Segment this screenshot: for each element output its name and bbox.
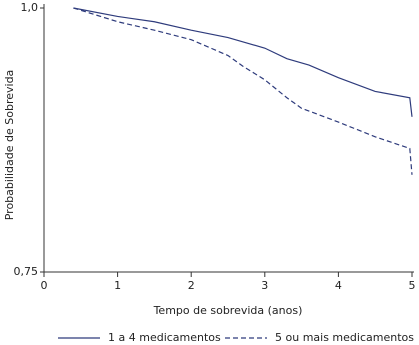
x-tick-label: 0 xyxy=(41,279,48,292)
x-tick-label: 3 xyxy=(261,279,268,292)
y-tick-label: 1,0 xyxy=(21,1,39,14)
survival-curve xyxy=(73,7,413,175)
x-axis-label: Tempo de sobrevida (anos) xyxy=(153,304,303,317)
legend-label: 5 ou mais medicamentos xyxy=(275,331,414,344)
legend-label: 1 a 4 medicamentos xyxy=(108,331,221,344)
x-tick-label: 5 xyxy=(409,279,416,292)
survival-curve xyxy=(73,7,413,117)
x-tick-label: 4 xyxy=(335,279,342,292)
x-tick-label: 2 xyxy=(188,279,195,292)
x-tick-label: 1 xyxy=(114,279,121,292)
y-tick-label: 0,75 xyxy=(14,265,39,278)
y-axis-label: Probabilidade de Sobrevida xyxy=(3,70,16,221)
